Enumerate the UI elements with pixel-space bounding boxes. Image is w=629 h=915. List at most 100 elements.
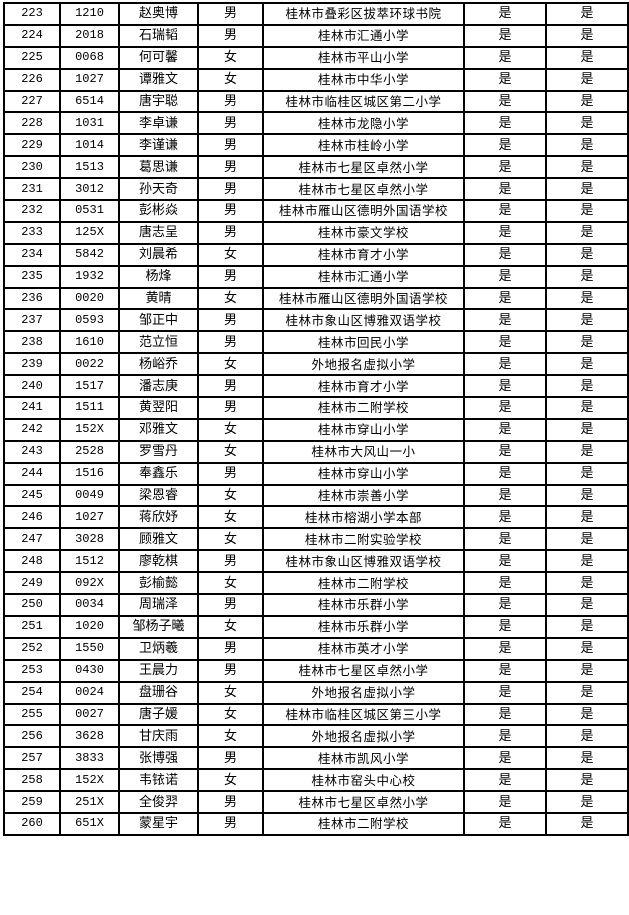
table-row: 241 1511 黄翌阳男桂林市二附学校是是 xyxy=(3,396,629,420)
row-number-cell: 256 xyxy=(3,724,61,749)
id-suffix-cell: 651X xyxy=(59,811,120,836)
id-suffix-cell: 0049 xyxy=(59,483,120,508)
table-row: 247 3028 顾雅文女桂林市二附实验学校是是 xyxy=(3,527,629,552)
gender-cell: 男 xyxy=(197,23,264,48)
table-row: 231 3012 孙天奇男桂林市七星区卓然小学是是 xyxy=(3,177,629,202)
status-1-cell: 是 xyxy=(463,330,547,355)
student-name-cell: 彭榆懿 xyxy=(118,571,199,596)
table-row: 237 0593 邹正中男桂林市象山区博雅双语学校是是 xyxy=(3,308,629,333)
gender-cell: 女 xyxy=(197,286,264,311)
row-number-cell: 255 xyxy=(3,702,61,727)
id-suffix-cell: 0022 xyxy=(59,352,120,377)
gender-cell: 女 xyxy=(197,527,264,552)
status-1-cell: 是 xyxy=(463,133,547,158)
table-row: 253 0430 王晨力男桂林市七星区卓然小学是是 xyxy=(3,658,629,683)
id-suffix-cell: 125X xyxy=(59,220,120,245)
status-2-cell: 是 xyxy=(545,264,629,289)
id-suffix-cell: 0430 xyxy=(59,658,120,683)
id-suffix-cell: 3012 xyxy=(59,177,120,202)
student-name-cell: 甘庆雨 xyxy=(118,724,199,749)
status-2-cell: 是 xyxy=(545,242,629,267)
status-2-cell: 是 xyxy=(545,133,629,158)
row-number-cell: 246 xyxy=(3,505,61,530)
id-suffix-cell: 1516 xyxy=(59,461,120,486)
id-suffix-cell: 6514 xyxy=(59,89,120,114)
student-name-cell: 唐宇聪 xyxy=(118,89,199,114)
gender-cell: 男 xyxy=(197,330,264,355)
school-cell: 桂林市象山区博雅双语学校 xyxy=(262,549,465,574)
gender-cell: 女 xyxy=(197,702,264,727)
status-2-cell: 是 xyxy=(545,396,629,420)
school-cell: 桂林市七星区卓然小学 xyxy=(262,177,465,202)
table-row: 259 251X 全俊羿男桂林市七星区卓然小学是是 xyxy=(3,790,629,814)
table-row: 240 1517 潘志庚男桂林市育才小学是是 xyxy=(3,374,629,399)
row-number-cell: 252 xyxy=(3,636,61,661)
student-name-cell: 顾雅文 xyxy=(118,527,199,552)
row-number-cell: 254 xyxy=(3,680,61,705)
status-2-cell: 是 xyxy=(545,177,629,202)
table-row: 239 0022 杨峪乔女外地报名虚拟小学是是 xyxy=(3,352,629,377)
school-cell: 桂林市英才小学 xyxy=(262,636,465,661)
status-1-cell: 是 xyxy=(463,527,547,552)
id-suffix-cell: 1014 xyxy=(59,133,120,158)
table-row: 233 125X 唐志呈男桂林市豪文学校是是 xyxy=(3,220,629,245)
id-suffix-cell: 1932 xyxy=(59,264,120,289)
id-suffix-cell: 2018 xyxy=(59,23,120,48)
id-suffix-cell: 3028 xyxy=(59,527,120,552)
student-name-cell: 邓雅文 xyxy=(118,417,199,442)
status-2-cell: 是 xyxy=(545,220,629,245)
gender-cell: 女 xyxy=(197,724,264,749)
row-number-cell: 240 xyxy=(3,374,61,399)
row-number-cell: 235 xyxy=(3,264,61,289)
school-cell: 桂林市汇通小学 xyxy=(262,23,465,48)
status-1-cell: 是 xyxy=(463,199,547,223)
school-cell: 桂林市乐群小学 xyxy=(262,614,465,639)
school-cell: 桂林市七星区卓然小学 xyxy=(262,155,465,180)
school-cell: 桂林市龙隐小学 xyxy=(262,111,465,136)
school-cell: 桂林市二附学校 xyxy=(262,396,465,420)
status-2-cell: 是 xyxy=(545,439,629,464)
gender-cell: 女 xyxy=(197,45,264,70)
student-name-cell: 廖乾棋 xyxy=(118,549,199,574)
table-row: 252 1550 卫炳羲男桂林市英才小学是是 xyxy=(3,636,629,661)
table-body: 223 1210 赵奥博男桂林市叠彩区拔萃环球书院是是 224 2018 石瑞韬男桂林市汇… xyxy=(3,2,629,836)
student-name-cell: 石瑞韬 xyxy=(118,23,199,48)
table-row: 242 152X 邓雅文女桂林市穿山小学是是 xyxy=(3,417,629,442)
table-row: 246 1027 蒋欣妤女桂林市榕湖小学本部是是 xyxy=(3,505,629,530)
school-cell: 桂林市育才小学 xyxy=(262,242,465,267)
status-2-cell: 是 xyxy=(545,199,629,223)
table-row: 248 1512 廖乾棋男桂林市象山区博雅双语学校是是 xyxy=(3,549,629,574)
gender-cell: 男 xyxy=(197,264,264,289)
table-row: 257 3833 张博强男桂林市凯风小学是是 xyxy=(3,746,629,771)
status-1-cell: 是 xyxy=(463,461,547,486)
table-row: 227 6514 唐宇聪男桂林市临桂区城区第二小学是是 xyxy=(3,89,629,114)
row-number-cell: 257 xyxy=(3,746,61,771)
student-name-cell: 黄晴 xyxy=(118,286,199,311)
status-1-cell: 是 xyxy=(463,483,547,508)
status-1-cell: 是 xyxy=(463,286,547,311)
gender-cell: 男 xyxy=(197,111,264,136)
gender-cell: 男 xyxy=(197,199,264,223)
student-name-cell: 谭雅文 xyxy=(118,67,199,92)
status-1-cell: 是 xyxy=(463,374,547,399)
school-cell: 桂林市象山区博雅双语学校 xyxy=(262,308,465,333)
row-number-cell: 231 xyxy=(3,177,61,202)
row-number-cell: 242 xyxy=(3,417,61,442)
table-row: 234 5842 刘晨希女桂林市育才小学是是 xyxy=(3,242,629,267)
student-name-cell: 彭彬焱 xyxy=(118,199,199,223)
gender-cell: 男 xyxy=(197,636,264,661)
gender-cell: 男 xyxy=(197,811,264,836)
school-cell: 桂林市回民小学 xyxy=(262,330,465,355)
school-cell: 桂林市临桂区城区第二小学 xyxy=(262,89,465,114)
status-2-cell: 是 xyxy=(545,286,629,311)
gender-cell: 男 xyxy=(197,220,264,245)
school-cell: 桂林市榕湖小学本部 xyxy=(262,505,465,530)
row-number-cell: 239 xyxy=(3,352,61,377)
school-cell: 桂林市中华小学 xyxy=(262,67,465,92)
status-2-cell: 是 xyxy=(545,527,629,552)
status-1-cell: 是 xyxy=(463,220,547,245)
student-name-cell: 赵奥博 xyxy=(118,2,199,26)
row-number-cell: 225 xyxy=(3,45,61,70)
gender-cell: 男 xyxy=(197,396,264,420)
school-cell: 桂林市豪文学校 xyxy=(262,220,465,245)
